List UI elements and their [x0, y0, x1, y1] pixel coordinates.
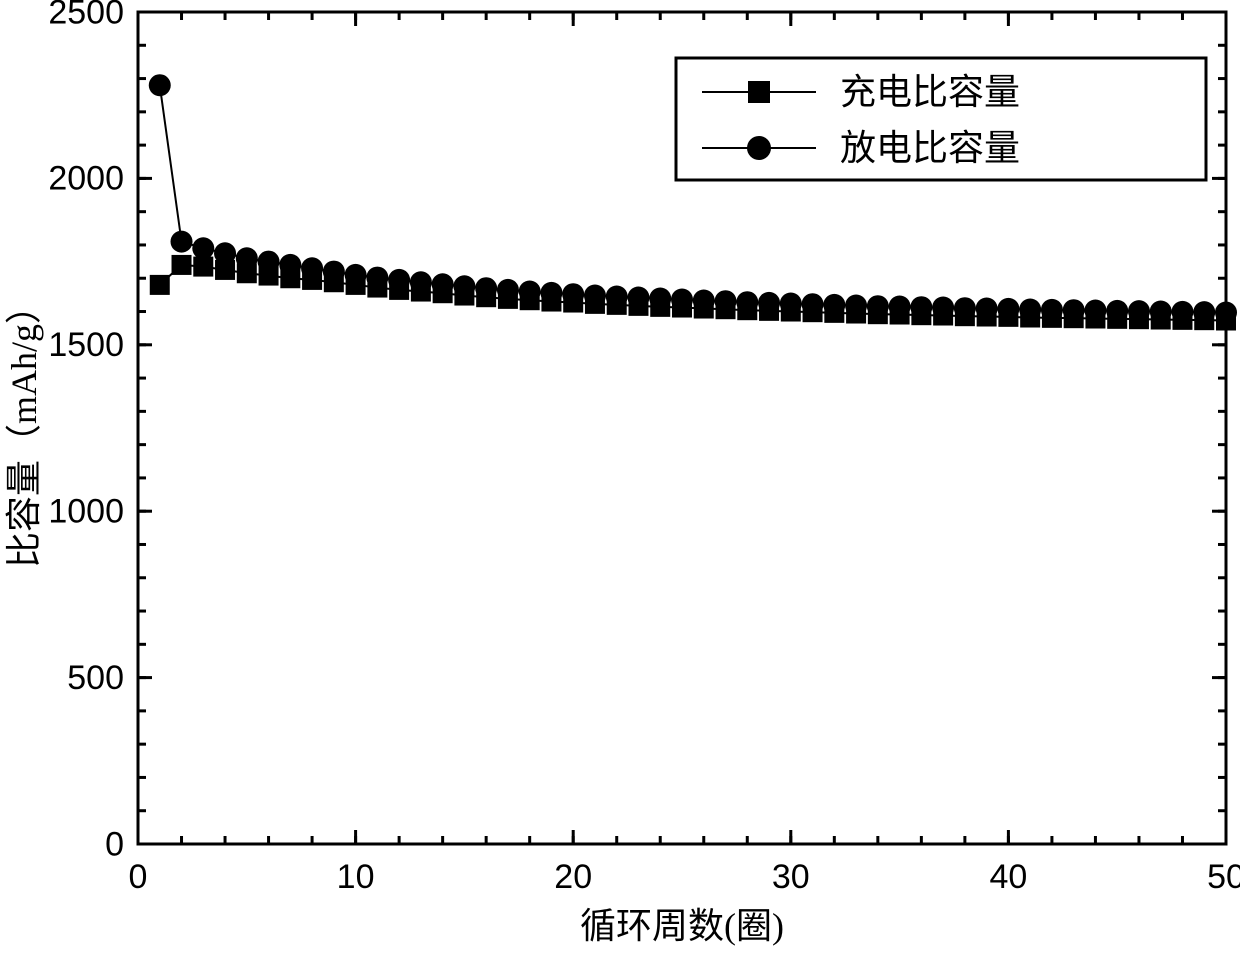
chart-svg: 0102030405005001000150020002500循环周数(圈)比容… — [0, 0, 1240, 971]
marker-circle — [1041, 299, 1063, 321]
marker-circle — [236, 247, 258, 269]
marker-circle — [976, 298, 998, 320]
marker-circle — [1171, 301, 1193, 323]
marker-circle — [671, 289, 693, 311]
marker-circle — [649, 288, 671, 310]
chart-container: 0102030405005001000150020002500循环周数(圈)比容… — [0, 0, 1240, 971]
marker-square — [193, 257, 213, 277]
marker-circle — [540, 282, 562, 304]
marker-circle — [366, 267, 388, 289]
marker-circle — [1063, 299, 1085, 321]
marker-circle — [410, 271, 432, 293]
svg-text:30: 30 — [772, 858, 810, 896]
legend-label: 放电比容量 — [840, 128, 1020, 168]
marker-circle — [693, 290, 715, 312]
svg-text:1000: 1000 — [48, 493, 124, 531]
svg-text:2000: 2000 — [48, 160, 124, 198]
marker-circle — [497, 279, 519, 301]
svg-text:2500: 2500 — [48, 0, 124, 31]
legend-marker-circle — [747, 136, 771, 160]
marker-circle — [323, 261, 345, 283]
marker-circle — [1150, 301, 1172, 323]
marker-circle — [1128, 300, 1150, 322]
marker-circle — [910, 296, 932, 318]
marker-circle — [1215, 302, 1237, 324]
marker-circle — [627, 287, 649, 309]
marker-square — [150, 275, 170, 295]
marker-circle — [780, 293, 802, 315]
marker-circle — [171, 231, 193, 253]
marker-circle — [845, 295, 867, 317]
marker-circle — [997, 298, 1019, 320]
marker-circle — [758, 292, 780, 314]
marker-circle — [1019, 299, 1041, 321]
marker-circle — [606, 286, 628, 308]
marker-circle — [889, 296, 911, 318]
marker-circle — [932, 297, 954, 319]
marker-circle — [802, 293, 824, 315]
marker-circle — [519, 281, 541, 303]
marker-circle — [1084, 300, 1106, 322]
legend-label: 充电比容量 — [840, 72, 1020, 112]
svg-text:0: 0 — [105, 825, 124, 863]
marker-circle — [192, 237, 214, 259]
marker-circle — [562, 283, 584, 305]
marker-circle — [584, 285, 606, 307]
svg-text:10: 10 — [337, 858, 375, 896]
marker-square — [172, 255, 192, 275]
marker-circle — [715, 290, 737, 312]
marker-circle — [432, 273, 454, 295]
marker-circle — [1106, 300, 1128, 322]
marker-circle — [258, 251, 280, 273]
y-axis-label: 比容量（mAh/g） — [4, 288, 44, 568]
svg-text:1500: 1500 — [48, 326, 124, 364]
marker-circle — [345, 264, 367, 286]
svg-text:20: 20 — [554, 858, 592, 896]
svg-text:40: 40 — [989, 858, 1027, 896]
marker-circle — [301, 257, 323, 279]
x-axis-label: 循环周数(圈) — [580, 906, 784, 946]
marker-circle — [1193, 301, 1215, 323]
marker-circle — [149, 74, 171, 96]
marker-circle — [954, 297, 976, 319]
svg-text:500: 500 — [67, 659, 124, 697]
marker-circle — [214, 242, 236, 264]
marker-circle — [453, 275, 475, 297]
marker-circle — [823, 294, 845, 316]
marker-circle — [388, 269, 410, 291]
legend-marker-square — [748, 81, 770, 103]
svg-text:0: 0 — [129, 858, 148, 896]
marker-circle — [475, 277, 497, 299]
marker-circle — [279, 254, 301, 276]
marker-circle — [867, 295, 889, 317]
svg-text:50: 50 — [1207, 858, 1240, 896]
marker-circle — [736, 291, 758, 313]
